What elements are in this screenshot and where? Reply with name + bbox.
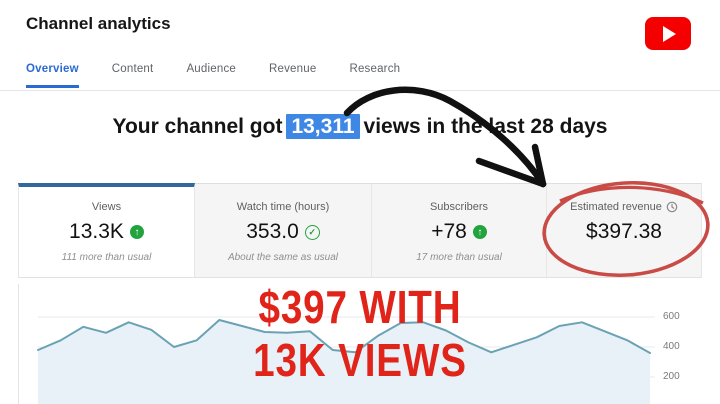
tab-revenue[interactable]: Revenue [269, 63, 317, 75]
metric-card-estimated-revenue[interactable]: Estimated revenue $397.38 [547, 183, 702, 277]
y-axis-tick: 400 [663, 341, 680, 352]
metric-note: 111 more than usual [61, 252, 152, 263]
metric-cards-row: Views 13.3K ↑ 111 more than usual Watch … [18, 183, 702, 278]
metric-label: Watch time (hours) [236, 201, 330, 213]
metric-label: Views [91, 201, 122, 213]
metric-label: Estimated revenue [570, 201, 662, 213]
highlighted-views-count: 13,311 [286, 114, 360, 139]
tab-overview[interactable]: Overview [26, 63, 79, 88]
y-axis-tick: 200 [663, 371, 680, 382]
metric-value: +78 [431, 220, 467, 243]
metric-value-row: 13.3K ↑ [19, 220, 194, 244]
metric-card-watch-time[interactable]: Watch time (hours) 353.0 ✓ About the sam… [195, 183, 372, 277]
youtube-logo-icon [645, 17, 691, 50]
trend-same-icon: ✓ [304, 224, 320, 240]
metric-value: $397.38 [586, 220, 662, 243]
annotation-overlay-text: $397 WITH 13K VIEWS [58, 281, 663, 387]
overlay-text-line1: $397 WITH [258, 281, 462, 333]
chart-line [37, 319, 651, 354]
trend-up-icon: ↑ [129, 225, 144, 239]
chart-area-fill [38, 320, 650, 404]
metric-label: Subscribers [429, 201, 489, 213]
metric-value-row: $397.38 [547, 220, 701, 244]
tab-content[interactable]: Content [111, 63, 154, 75]
headline: Your channel got 13,311 views in the last … [0, 114, 720, 139]
metric-value-row: +78 ↑ [372, 220, 546, 244]
overlay-text-line2: 13K VIEWS [253, 334, 467, 386]
play-icon [663, 25, 676, 42]
metric-value: 13.3K [69, 220, 124, 243]
headline-suffix: views in the last 28 days [363, 115, 608, 138]
tab-research[interactable]: Research [349, 63, 401, 75]
clock-icon [666, 201, 678, 213]
metric-label-row: Estimated revenue [570, 201, 678, 213]
metric-note: About the same as usual [227, 252, 339, 263]
metric-note: 17 more than usual [416, 252, 502, 263]
tab-audience[interactable]: Audience [186, 63, 236, 75]
page-title: Channel analytics [26, 14, 171, 33]
y-axis-tick: 600 [663, 311, 680, 322]
tabs-divider [0, 90, 720, 91]
metric-card-views[interactable]: Views 13.3K ↑ 111 more than usual [18, 183, 195, 277]
analytics-tabs: Overview Content Audience Revenue Resear… [26, 63, 400, 88]
headline-prefix: Your channel got [112, 115, 283, 138]
metric-value-row: 353.0 ✓ [195, 220, 371, 244]
metric-value: 353.0 [246, 220, 299, 243]
trend-up-icon: ↑ [472, 225, 487, 239]
metric-card-subscribers[interactable]: Subscribers +78 ↑ 17 more than usual [372, 183, 547, 277]
